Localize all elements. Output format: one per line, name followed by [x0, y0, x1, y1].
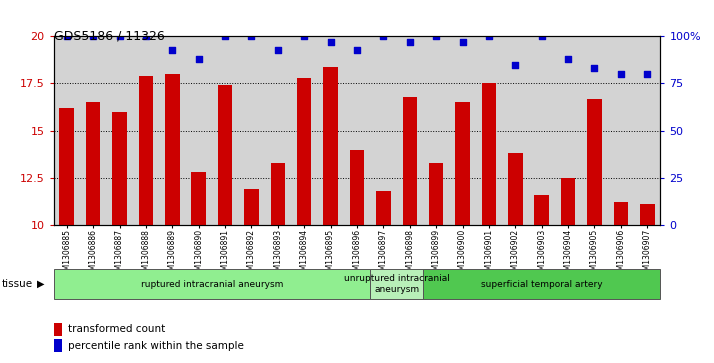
Bar [218, 85, 232, 225]
Bar [613, 203, 628, 225]
Point [298, 33, 310, 39]
Text: percentile rank within the sample: percentile rank within the sample [68, 341, 243, 351]
Bar [165, 74, 179, 225]
Bar [640, 204, 655, 225]
Point [589, 65, 600, 71]
Point [272, 46, 283, 52]
Point [642, 71, 653, 77]
Bar [112, 112, 127, 225]
Point [404, 39, 416, 45]
Bar [244, 189, 258, 225]
Point [61, 33, 72, 39]
Bar [59, 108, 74, 225]
Text: ruptured intracranial aneurysm: ruptured intracranial aneurysm [141, 280, 283, 289]
FancyBboxPatch shape [370, 269, 423, 299]
Point [483, 33, 495, 39]
Point [563, 56, 574, 62]
Bar [297, 78, 311, 225]
Point [457, 39, 468, 45]
Point [246, 33, 257, 39]
Point [114, 33, 125, 39]
Point [140, 33, 151, 39]
Bar [508, 153, 523, 225]
Point [87, 33, 99, 39]
Text: transformed count: transformed count [68, 325, 165, 334]
Text: tissue: tissue [1, 279, 33, 289]
Point [510, 62, 521, 68]
Point [219, 33, 231, 39]
Bar [139, 76, 154, 225]
FancyBboxPatch shape [54, 269, 370, 299]
Bar [587, 99, 602, 225]
Text: unruptured intracranial
aneurysm: unruptured intracranial aneurysm [343, 274, 450, 294]
Text: GDS5186 / 11326: GDS5186 / 11326 [54, 29, 164, 42]
FancyBboxPatch shape [423, 269, 660, 299]
Point [166, 46, 178, 52]
Bar [456, 102, 470, 225]
Bar [429, 163, 443, 225]
Point [325, 39, 336, 45]
Point [431, 33, 442, 39]
Point [536, 33, 548, 39]
Text: superficial temporal artery: superficial temporal artery [481, 280, 603, 289]
Point [615, 71, 627, 77]
Point [378, 33, 389, 39]
Text: ▶: ▶ [37, 279, 45, 289]
Bar [323, 66, 338, 225]
Bar [403, 97, 417, 225]
Bar [86, 102, 101, 225]
Bar [376, 191, 391, 225]
Bar [271, 163, 285, 225]
Point [193, 56, 204, 62]
Point [351, 46, 363, 52]
Bar [191, 172, 206, 225]
Bar [482, 83, 496, 225]
Bar [560, 178, 575, 225]
Bar [535, 195, 549, 225]
Bar [350, 150, 364, 225]
